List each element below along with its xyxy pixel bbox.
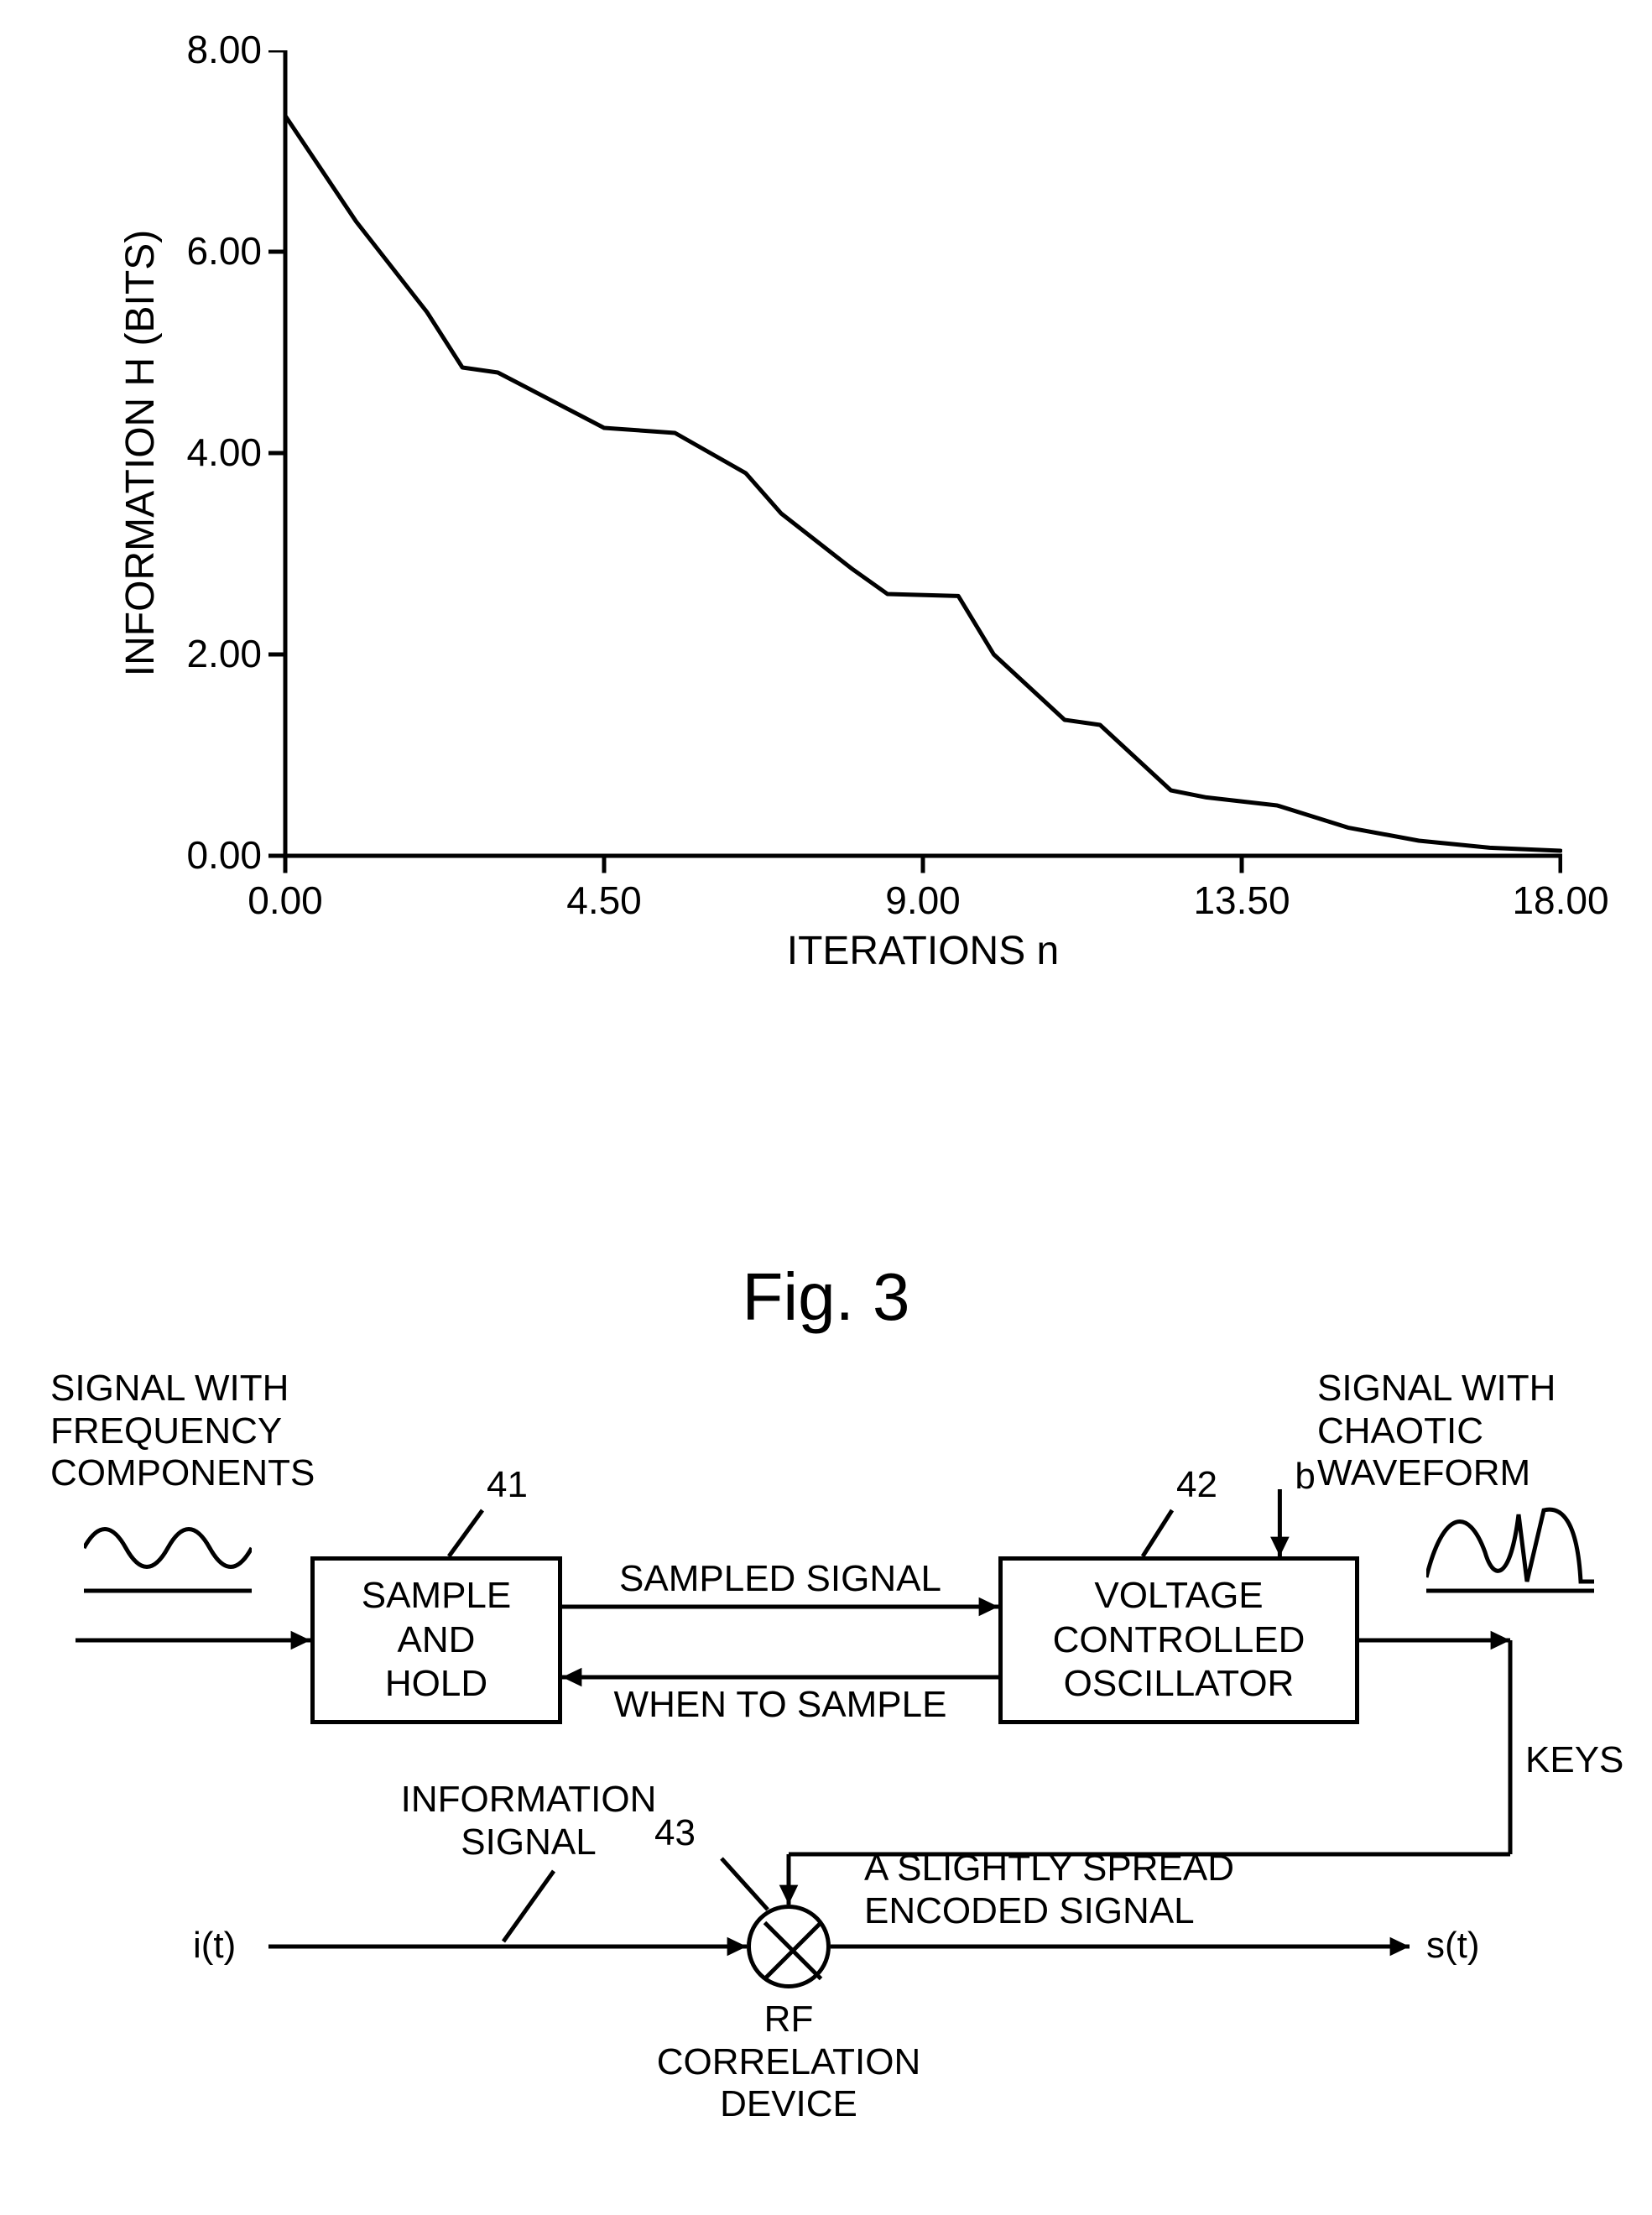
input-signal-label: SIGNAL WITHFREQUENCYCOMPONENTS: [50, 1368, 352, 1495]
x-tick-label: 9.00: [864, 878, 982, 923]
x-tick-label: 0.00: [227, 878, 344, 923]
rf-mixer-symbol: [747, 1905, 831, 1988]
information-signal-label: INFORMATIONSIGNAL: [361, 1779, 696, 1863]
sine-wave-icon: [84, 1510, 252, 1603]
keys-label: KEYS: [1525, 1739, 1652, 1782]
when-to-sample-label: WHEN TO SAMPLE: [579, 1684, 982, 1727]
output-signal-label: SIGNAL WITHCHAOTICWAVEFORM: [1317, 1368, 1619, 1495]
figure-2: Fig. 2 INFORMATION H (BITS) ITERATIONS n…: [50, 50, 1602, 1040]
ref-43: 43: [654, 1812, 696, 1854]
i-of-t-label: i(t): [193, 1925, 268, 1967]
vco-label: VOLTAGECONTROLLEDOSCILLATOR: [1053, 1574, 1305, 1707]
chart-line-svg: [268, 50, 1562, 874]
chart-x-axis-label: ITERATIONS n: [738, 928, 1107, 974]
y-tick-label: 2.00: [144, 631, 262, 676]
figure-3: Fig. 3 SAMPLEANDHOLD VOLTAGECONTROLLEDOS…: [50, 1259, 1602, 2114]
sample-and-hold-label: SAMPLEANDHOLD: [362, 1574, 512, 1707]
ref-41: 41: [487, 1464, 528, 1506]
x-tick-label: 13.50: [1183, 878, 1300, 923]
chaotic-wave-icon: [1426, 1502, 1594, 1603]
y-tick-label: 0.00: [144, 832, 262, 878]
chart-plot-area: [285, 50, 1561, 856]
y-tick-label: 8.00: [144, 27, 262, 72]
sampled-signal-label: SAMPLED SIGNAL: [579, 1558, 982, 1601]
y-tick-label: 4.00: [144, 430, 262, 475]
y-tick-label: 6.00: [144, 228, 262, 274]
s-of-t-label: s(t): [1426, 1925, 1502, 1967]
b-input-label: b: [1295, 1456, 1345, 1498]
ref-42: 42: [1176, 1464, 1217, 1506]
x-tick-label: 18.00: [1502, 878, 1619, 923]
vco-block: VOLTAGECONTROLLEDOSCILLATOR: [998, 1556, 1359, 1724]
x-tick-label: 4.50: [545, 878, 663, 923]
sample-and-hold-block: SAMPLEANDHOLD: [310, 1556, 562, 1724]
rf-device-label: RFCORRELATIONDEVICE: [604, 1999, 973, 2126]
encoded-signal-label: A SLIGHTLY SPREADENCODED SIGNAL: [864, 1848, 1334, 1932]
